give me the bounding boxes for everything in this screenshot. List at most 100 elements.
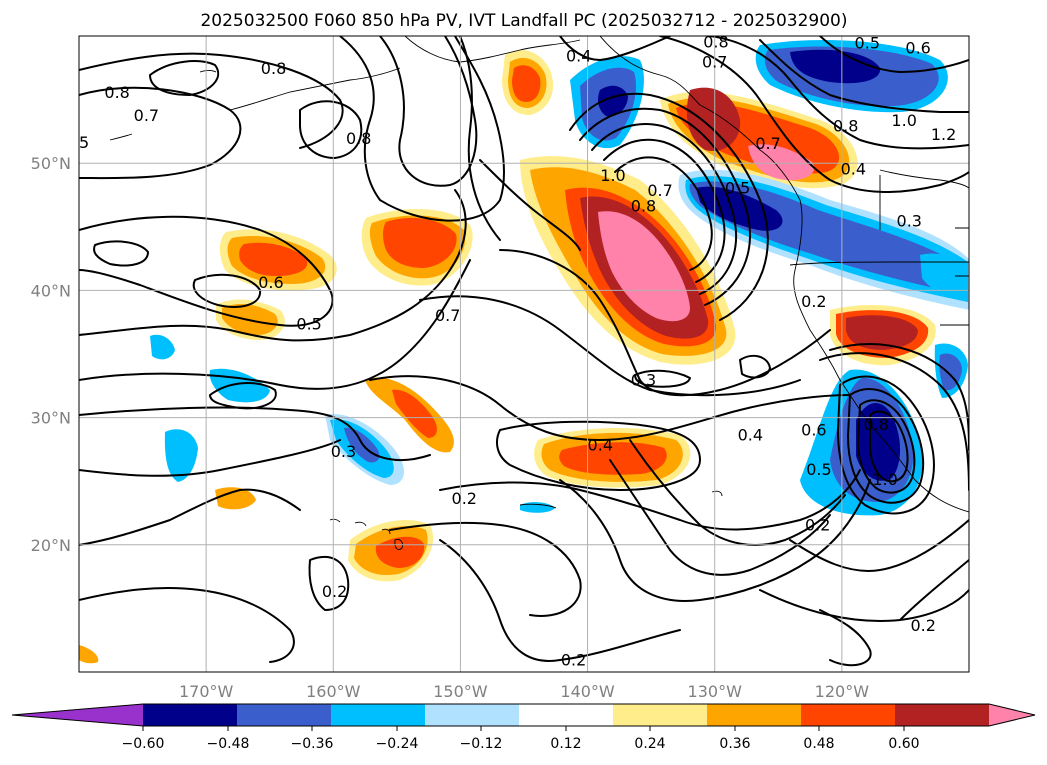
coastlines	[109, 36, 969, 551]
shade-positive-small-6	[79, 645, 99, 664]
shade-positive-north-4	[686, 87, 741, 151]
contour-label: 0.8	[631, 196, 656, 215]
contour-label: 0.4	[588, 436, 613, 455]
shade-negative-ne-4	[696, 186, 783, 231]
shade-positive-2-inner	[383, 218, 457, 268]
contour-label: 1.2	[931, 125, 956, 144]
shade-positive-mid-2	[392, 389, 437, 438]
contour-label: 0.7	[435, 306, 460, 325]
contour-label: 0.4	[738, 425, 763, 444]
longitude-label: 170°W	[179, 682, 234, 701]
contour-label: 1.0	[600, 166, 625, 185]
colorbar-tick-label: −0.48	[207, 736, 250, 752]
colorbar-tick-label: −0.12	[460, 736, 503, 752]
colorbar-segment	[331, 704, 426, 726]
colorbar-extend-max	[989, 704, 1035, 726]
latitude-label: 40°N	[31, 281, 71, 300]
contour-label: 0.7	[134, 106, 159, 125]
contour-label: 1.0	[872, 470, 897, 489]
shade-positive-small-5	[215, 487, 256, 510]
contour-label: 0.3	[897, 212, 922, 231]
contour-label: 0.7	[702, 53, 727, 72]
contour-label: 0.2	[322, 582, 347, 601]
contour-label: 0.2	[805, 516, 830, 535]
colorbar-tick-label: 0.60	[888, 736, 919, 752]
shade-negative-far-east	[920, 253, 968, 300]
colorbar-tick-label: −0.24	[376, 736, 419, 752]
contour-label: 0.4	[841, 160, 866, 179]
contour-label: 0.8	[863, 415, 888, 434]
contour-label: 0.8	[346, 129, 371, 148]
latitude-label: 30°N	[31, 409, 71, 428]
contour-label: 0.5	[296, 315, 321, 334]
contour-label: 0.8	[833, 116, 858, 135]
contour-label: 0.3	[331, 442, 356, 461]
shade-positive-main-5	[598, 211, 690, 322]
contour-label: 0.8	[104, 83, 129, 102]
gridlines	[79, 36, 969, 672]
contour-label: 0.5	[64, 133, 89, 152]
map-plot-area: 0.80.80.70.50.60.80.40.80.70.5 0.61.01.20…	[64, 32, 969, 672]
longitude-label: 140°W	[560, 682, 615, 701]
longitude-label: 130°W	[688, 682, 743, 701]
contour-label: 1.0	[891, 111, 916, 130]
shade-positive-4-inner	[512, 65, 541, 102]
shade-negative-mid-3	[344, 427, 380, 463]
colorbar-segment	[707, 704, 802, 726]
colorbar-tick-label: 0.48	[803, 736, 834, 752]
longitude-label: 120°W	[815, 682, 870, 701]
shade-negative-small-4	[520, 502, 555, 513]
shade-negative-small-3	[150, 334, 175, 360]
colorbar-segment	[143, 704, 238, 726]
contour-label: 0.5	[806, 460, 831, 479]
colorbar-tick-label: 0.24	[634, 736, 665, 752]
colorbar-tick-label: 0.36	[719, 736, 750, 752]
contour-label: 0.2	[801, 292, 826, 311]
shade-negative-far-ne-3	[790, 49, 881, 84]
colorbar-extend-min	[12, 704, 143, 726]
colorbar-segments	[11, 703, 1036, 727]
map-border	[78, 35, 970, 673]
colorbar-tick-label: −0.36	[291, 736, 334, 752]
contour-label: 0.7	[647, 181, 672, 200]
colorbar-tick-label: −0.60	[122, 736, 165, 752]
contour-label: 0.2	[561, 651, 586, 670]
contour-labels: 0.80.80.70.50.60.80.40.80.70.5 0.61.01.20…	[64, 32, 956, 670]
contour-label: 0.5	[855, 34, 880, 53]
contour-label: 0.6	[258, 273, 283, 292]
colorbar-segment	[613, 704, 708, 726]
latitude-label: 50°N	[31, 154, 71, 173]
figure-title: 2025032500 F060 850 hPa PV, IVT Landfall…	[200, 11, 847, 31]
contour-label: 0.8	[703, 32, 728, 51]
shade-positive-east-3	[846, 315, 918, 350]
longitude-label: 160°W	[306, 682, 361, 701]
contour-label: 0.4	[566, 46, 591, 65]
contour-label: 0.3	[631, 371, 656, 390]
contour-label: 0.6	[801, 420, 826, 439]
longitude-labels: 170°W 160°W 150°W 140°W 130°W 120°W	[179, 682, 869, 701]
colorbar-segment	[425, 704, 520, 726]
colorbar: −0.60 −0.48 −0.36 −0.24 −0.12 0.12 0.24 0.36 0.4…	[11, 703, 1036, 752]
contour-label: 0.2	[911, 616, 936, 635]
contour-label: 0.2	[452, 489, 477, 508]
contour-label: 0.7	[755, 134, 780, 153]
contour-label: 0.8	[261, 59, 286, 78]
shade-positive-west-inner	[239, 242, 308, 276]
colorbar-segment	[519, 704, 614, 726]
colorbar-tick-label: 0.12	[550, 736, 581, 752]
shade-negative-south-3	[856, 402, 901, 481]
contour-label: 0.6	[905, 39, 930, 58]
colorbar-segment	[237, 704, 332, 726]
pc-shading	[79, 40, 969, 664]
colorbar-segment	[801, 704, 896, 726]
shade-negative-small-2	[164, 429, 198, 482]
pv-contours	[79, 36, 969, 667]
contour-label: 0.5	[725, 179, 750, 198]
latitude-label: 20°N	[31, 536, 71, 555]
colorbar-segment	[895, 704, 990, 726]
latitude-labels: 50°N 40°N 30°N 20°N	[31, 154, 71, 555]
shade-negative-north-west-3	[598, 85, 628, 117]
shade-positive-south-3	[559, 442, 667, 475]
longitude-label: 150°W	[433, 682, 488, 701]
